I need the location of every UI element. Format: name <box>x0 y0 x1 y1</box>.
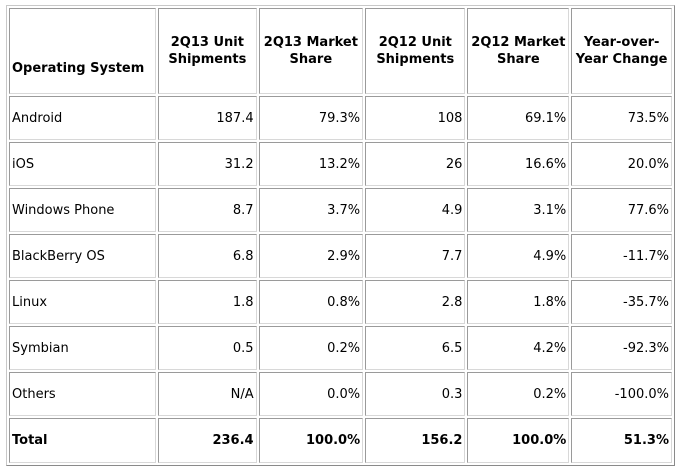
header-operating-system: Operating System <box>9 8 157 94</box>
header-text-line: 2Q12 Market <box>471 35 566 50</box>
header-2q12-unit-shipments: 2Q12 Unit Shipments <box>365 8 466 94</box>
cell-2q12-shipments: 2.8 <box>365 280 466 324</box>
cell-yoy-change: 73.5% <box>571 96 672 140</box>
cell-operating-system: Android <box>9 96 157 140</box>
cell-2q12-share: 4.2% <box>467 326 570 370</box>
cell-2q12-share: 100.0% <box>467 418 570 463</box>
header-text-line: 2Q13 Market <box>263 35 358 50</box>
cell-operating-system: Total <box>9 418 157 463</box>
cell-2q12-shipments: 0.3 <box>365 372 466 416</box>
cell-2q13-share: 13.2% <box>258 142 364 186</box>
cell-2q13-share: 79.3% <box>258 96 364 140</box>
cell-2q12-share: 4.9% <box>467 234 570 278</box>
cell-yoy-change: -92.3% <box>571 326 672 370</box>
table-row: Android 187.4 79.3% 108 69.1% 73.5% <box>9 96 672 140</box>
cell-2q13-share: 3.7% <box>258 188 364 232</box>
cell-2q12-share: 16.6% <box>467 142 570 186</box>
header-text-line: Share <box>289 52 333 67</box>
cell-2q12-shipments: 4.9 <box>365 188 466 232</box>
cell-2q12-shipments: 7.7 <box>365 234 466 278</box>
cell-yoy-change: -11.7% <box>571 234 672 278</box>
cell-operating-system: iOS <box>9 142 157 186</box>
cell-operating-system: BlackBerry OS <box>9 234 157 278</box>
cell-2q12-share: 69.1% <box>467 96 570 140</box>
table-row: Symbian 0.5 0.2% 6.5 4.2% -92.3% <box>9 326 672 370</box>
cell-2q13-share: 2.9% <box>258 234 364 278</box>
cell-2q12-shipments: 156.2 <box>365 418 466 463</box>
header-text-line: Share <box>497 52 540 67</box>
header-2q13-unit-shipments: 2Q13 Unit Shipments <box>158 8 257 94</box>
header-text-line: 2Q12 Unit <box>378 35 452 50</box>
cell-yoy-change: -35.7% <box>571 280 672 324</box>
cell-yoy-change: 77.6% <box>571 188 672 232</box>
cell-2q12-share: 1.8% <box>467 280 570 324</box>
cell-2q13-shipments: 31.2 <box>158 142 257 186</box>
cell-2q13-shipments: 8.7 <box>158 188 257 232</box>
table-total-row: Total 236.4 100.0% 156.2 100.0% 51.3% <box>9 418 672 463</box>
cell-yoy-change: -100.0% <box>571 372 672 416</box>
header-text-line: Shipments <box>168 52 247 67</box>
header-text-line: 2Q13 Unit <box>170 35 244 50</box>
table-row: iOS 31.2 13.2% 26 16.6% 20.0% <box>9 142 672 186</box>
cell-2q13-share: 0.2% <box>258 326 364 370</box>
header-2q12-market-share: 2Q12 Market Share <box>467 8 570 94</box>
cell-2q12-shipments: 6.5 <box>365 326 466 370</box>
cell-2q13-shipments: N/A <box>158 372 257 416</box>
cell-2q13-shipments: 187.4 <box>158 96 257 140</box>
cell-2q13-shipments: 0.5 <box>158 326 257 370</box>
cell-2q12-shipments: 26 <box>365 142 466 186</box>
cell-2q13-share: 0.8% <box>258 280 364 324</box>
cell-2q12-share: 3.1% <box>467 188 570 232</box>
cell-2q12-share: 0.2% <box>467 372 570 416</box>
header-text-line: Year-over- <box>583 35 660 50</box>
cell-operating-system: Others <box>9 372 157 416</box>
cell-yoy-change: 20.0% <box>571 142 672 186</box>
table-row: Linux 1.8 0.8% 2.8 1.8% -35.7% <box>9 280 672 324</box>
cell-2q13-shipments: 6.8 <box>158 234 257 278</box>
os-shipments-table: Operating System 2Q13 Unit Shipments 2Q1… <box>6 5 675 466</box>
header-text-line: Year Change <box>575 52 668 67</box>
header-text-line: Shipments <box>376 52 455 67</box>
table-row: BlackBerry OS 6.8 2.9% 7.7 4.9% -11.7% <box>9 234 672 278</box>
cell-2q13-shipments: 236.4 <box>158 418 257 463</box>
table-row: Windows Phone 8.7 3.7% 4.9 3.1% 77.6% <box>9 188 672 232</box>
header-year-over-year-change: Year-over- Year Change <box>571 8 672 94</box>
cell-operating-system: Windows Phone <box>9 188 157 232</box>
table-header-row: Operating System 2Q13 Unit Shipments 2Q1… <box>9 8 672 94</box>
table-container: Operating System 2Q13 Unit Shipments 2Q1… <box>6 5 675 466</box>
cell-2q12-shipments: 108 <box>365 96 466 140</box>
cell-operating-system: Linux <box>9 280 157 324</box>
table-row: Others N/A 0.0% 0.3 0.2% -100.0% <box>9 372 672 416</box>
cell-2q13-share: 0.0% <box>258 372 364 416</box>
header-text: Operating System <box>12 61 145 76</box>
cell-operating-system: Symbian <box>9 326 157 370</box>
cell-2q13-share: 100.0% <box>258 418 364 463</box>
cell-2q13-shipments: 1.8 <box>158 280 257 324</box>
header-2q13-market-share: 2Q13 Market Share <box>258 8 364 94</box>
cell-yoy-change: 51.3% <box>571 418 672 463</box>
